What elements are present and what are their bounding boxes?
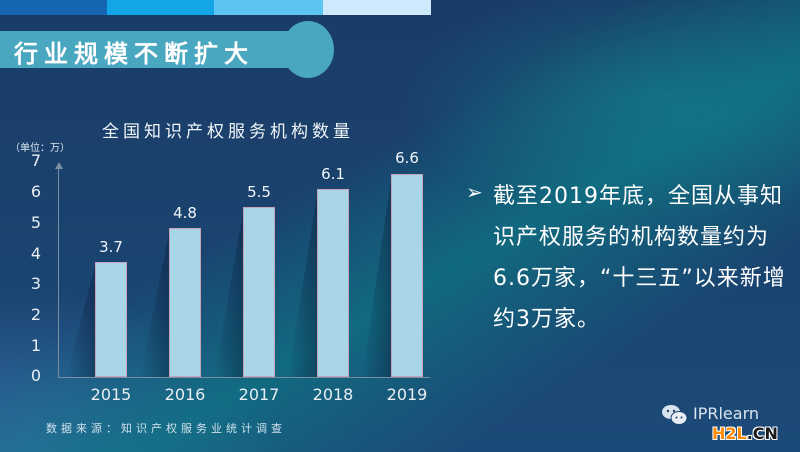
y-tick: 0 [30,366,42,385]
brand-h2l: H2L [712,424,747,443]
x-axis [58,377,430,378]
chart-title: 全国知识产权服务机构数量 [102,122,354,142]
x-tick: 2015 [90,385,132,404]
bar-value-label: 4.8 [173,204,197,222]
y-tick: 2 [30,305,42,324]
y-tick: 1 [30,336,42,355]
header-strip-4 [323,0,431,15]
x-tick: 2018 [312,385,354,404]
brand-cn: .CN [746,424,778,443]
bar-2017 [243,207,275,377]
brand-watermark: H2L.CN [712,424,778,443]
y-tick: 5 [30,213,42,232]
x-tick: 2019 [386,385,428,404]
x-tick: 2016 [164,385,206,404]
bar-2015 [95,262,127,377]
y-axis [58,168,59,377]
y-tick: 4 [30,244,42,263]
bar-value-label: 6.6 [395,149,419,167]
y-tick: 6 [30,182,42,201]
header-strip-1 [0,0,107,15]
data-source-note: 数据来源：知识产权服务业统计调查 [46,422,286,435]
x-tick: 2017 [238,385,280,404]
header-strip-2 [107,0,214,15]
y-tick: 3 [30,274,42,293]
summary-text: 截至2019年底，全国从事知识产权服务的机构数量约为6.6万家，“十三五”以来新… [467,176,787,340]
arrow-bullet-icon: ➢ [466,180,483,204]
bar-2016 [169,228,201,377]
bar-value-label: 5.5 [247,183,271,201]
header-strip-3 [214,0,323,15]
title-banner-circle [282,21,334,78]
bar-value-label: 6.1 [321,165,345,183]
bar-2019 [391,174,423,377]
summary-text-body: 截至2019年底，全国从事知识产权服务的机构数量约为6.6万家，“十三五”以来新… [493,184,786,332]
bar-2018 [317,189,349,377]
page-title: 行业规模不断扩大 [14,40,254,68]
bar-value-label: 3.7 [99,238,123,256]
y-axis-unit: （单位：万） [10,143,70,154]
y-tick: 7 [30,151,42,170]
wechat-icon [662,405,688,425]
account-name: IPRlearn [693,404,760,423]
y-axis-arrow-icon [55,162,63,169]
title-banner [0,31,290,68]
